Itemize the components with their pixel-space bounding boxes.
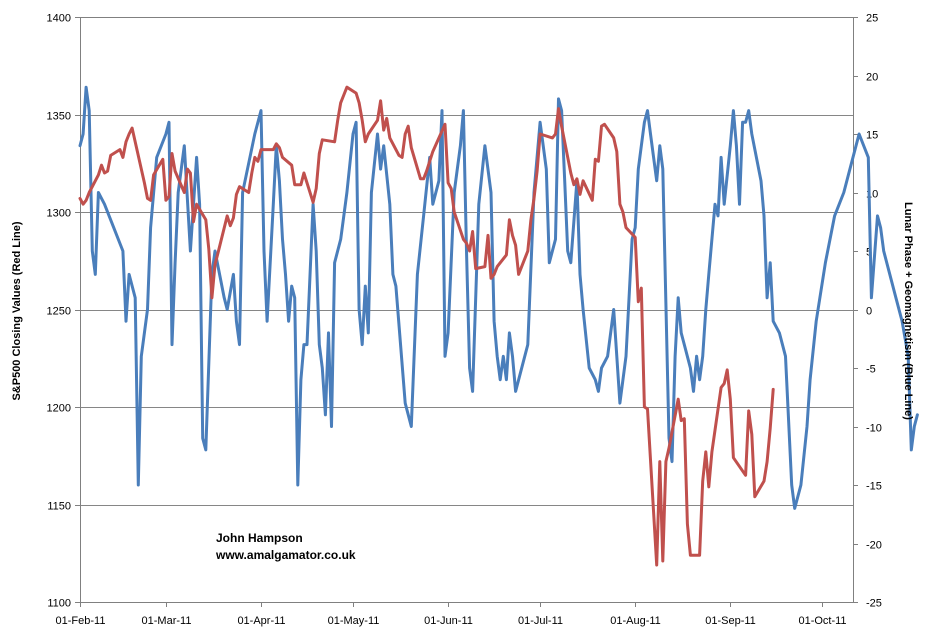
website-annotation: www.amalgamator.co.uk xyxy=(215,548,356,562)
left-tick-label: 1400 xyxy=(47,13,71,25)
x-tick-label: 01-Sep-11 xyxy=(705,615,756,627)
lunar-geomagnetism-line xyxy=(78,85,919,510)
author-annotation: John Hampson xyxy=(216,531,303,545)
x-tick-label: 01-Oct-11 xyxy=(798,615,846,627)
sp500-closing-line xyxy=(78,85,775,567)
x-tick-label: 01-Mar-11 xyxy=(142,615,192,627)
right-tick-label: -25 xyxy=(866,598,882,610)
right-tick-label: -20 xyxy=(866,540,882,552)
x-tick-label: 01-May-11 xyxy=(328,615,380,627)
left-axis-ticks: 1100 1150 1200 1250 1300 1350 1400 xyxy=(47,13,80,610)
x-tick-label: 01-Jul-11 xyxy=(518,615,563,627)
left-tick-label: 1150 xyxy=(47,501,71,513)
right-tick-label: 15 xyxy=(866,130,878,142)
x-tick-label: 01-Apr-11 xyxy=(237,615,285,627)
left-tick-label: 1350 xyxy=(47,111,71,123)
x-tick-label: 01-Feb-11 xyxy=(56,615,106,627)
left-axis-title: S&P500 Closing Values (Red Line) xyxy=(11,221,23,400)
right-tick-label: -5 xyxy=(866,364,876,376)
right-tick-label: 20 xyxy=(866,72,878,84)
series-layer xyxy=(78,85,919,567)
right-tick-label: -15 xyxy=(866,481,882,493)
left-tick-label: 1300 xyxy=(47,208,71,220)
right-tick-label: 25 xyxy=(866,13,878,25)
right-tick-label: 0 xyxy=(866,306,872,318)
right-axis-title: Lunar Phase + Geomagnetism (Blue Line) xyxy=(902,202,914,420)
x-tick-label: 01-Aug-11 xyxy=(610,615,661,627)
gridlines xyxy=(80,115,853,506)
x-tick-label: 01-Jun-11 xyxy=(424,615,473,627)
left-tick-label: 1250 xyxy=(47,306,71,318)
x-axis-ticks: 01-Feb-11 01-Mar-11 01-Apr-11 01-May-11 01-J… xyxy=(56,602,847,627)
left-tick-label: 1200 xyxy=(47,403,71,415)
left-tick-label: 1100 xyxy=(47,598,71,610)
right-tick-label: -10 xyxy=(866,423,882,435)
